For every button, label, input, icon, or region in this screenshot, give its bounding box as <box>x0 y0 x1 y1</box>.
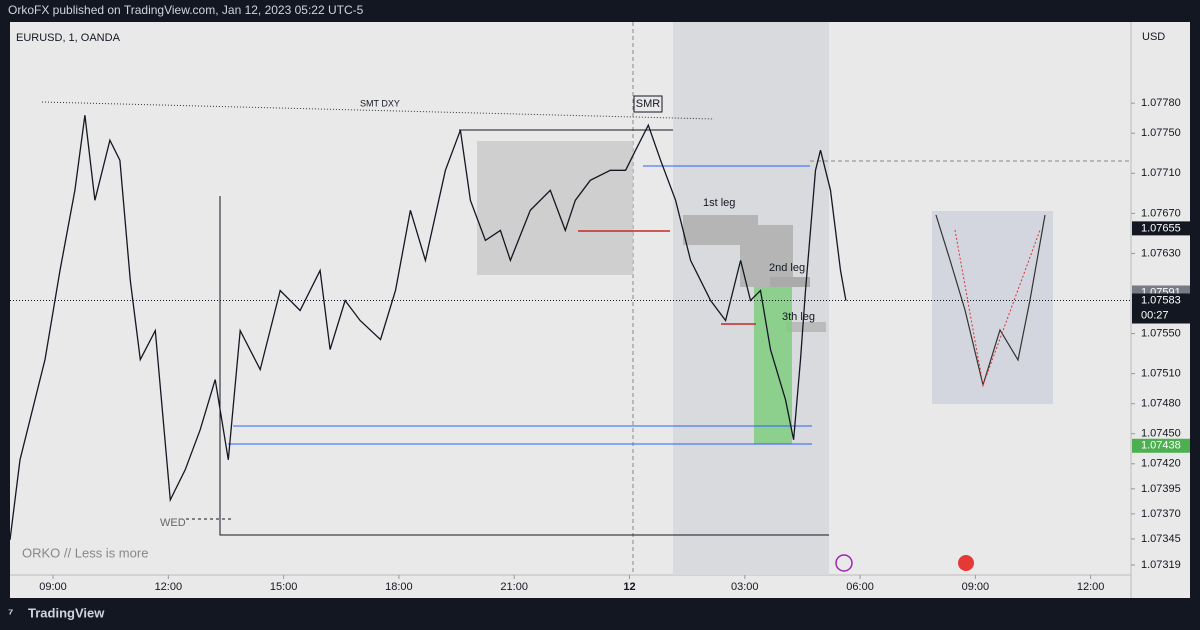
x-tick-label: 18:00 <box>385 581 413 593</box>
price-badge-label: 1.07438 <box>1141 440 1181 452</box>
price-badge-label: 1.07655 <box>1141 222 1181 234</box>
y-axis-label: USD <box>1142 31 1165 43</box>
inset-box <box>932 211 1053 404</box>
annotation: SMR <box>636 98 661 110</box>
y-tick-label: 1.07780 <box>1141 97 1181 109</box>
logo: ⁷ <box>8 605 13 620</box>
price-badge <box>1132 293 1190 324</box>
y-tick-label: 1.07510 <box>1141 368 1181 380</box>
event-icon[interactable] <box>835 554 853 572</box>
annotation: 1st leg <box>703 197 735 209</box>
zone-box <box>786 322 826 332</box>
x-tick-label: 12:00 <box>1077 581 1105 593</box>
price-badge-label: 1.07583 <box>1141 294 1181 306</box>
x-tick-label: 12:00 <box>155 581 183 593</box>
zone-box <box>740 225 793 287</box>
y-tick-label: 1.07345 <box>1141 533 1181 545</box>
x-tick-label: 12 <box>623 581 635 593</box>
annotation: SMT DXY <box>360 98 400 108</box>
y-tick-label: 1.07395 <box>1141 483 1181 495</box>
zone-box <box>770 277 810 287</box>
y-tick-label: 1.07750 <box>1141 127 1181 139</box>
x-tick-label: 21:00 <box>500 581 528 593</box>
y-tick-label: 1.07670 <box>1141 207 1181 219</box>
x-tick-label: 06:00 <box>846 581 874 593</box>
green-zone <box>754 287 792 444</box>
watermark: ORKO // Less is more <box>22 545 148 560</box>
y-tick-label: 1.07710 <box>1141 167 1181 179</box>
price-badge <box>1132 438 1190 453</box>
y-tick-label: 1.07630 <box>1141 247 1181 259</box>
y-tick-label: 1.07550 <box>1141 327 1181 339</box>
x-tick-label: 03:00 <box>731 581 759 593</box>
header: OrkoFX published on TradingView.com, Jan… <box>8 3 364 17</box>
footer: TradingView <box>28 605 105 620</box>
inset-price <box>935 214 1046 388</box>
annotation: WED <box>160 517 186 529</box>
x-tick-label: 15:00 <box>270 581 298 593</box>
smr-box <box>633 95 663 113</box>
chart-title: EURUSD, 1, OANDA <box>16 32 121 44</box>
y-tick-label: 1.07370 <box>1141 508 1181 520</box>
event-icon[interactable] <box>958 555 974 571</box>
y-tick-label: 1.07319 <box>1141 559 1181 571</box>
range-line <box>219 196 829 536</box>
price-badge <box>1132 221 1190 236</box>
countdown: 00:27 <box>1141 309 1169 321</box>
y-tick-label: 1.07480 <box>1141 398 1181 410</box>
session-shade <box>673 22 829 575</box>
annotation: 2nd leg <box>769 262 805 274</box>
y-tick-label: 1.07420 <box>1141 458 1181 470</box>
zone-box <box>477 141 633 275</box>
price-line <box>9 115 847 540</box>
annotation: 3th leg <box>782 311 815 323</box>
smt-line <box>41 101 715 120</box>
y-tick-label: 1.07450 <box>1141 428 1181 440</box>
inset-path <box>954 229 1041 387</box>
x-tick-label: 09:00 <box>39 581 67 593</box>
x-tick-label: 09:00 <box>962 581 990 593</box>
